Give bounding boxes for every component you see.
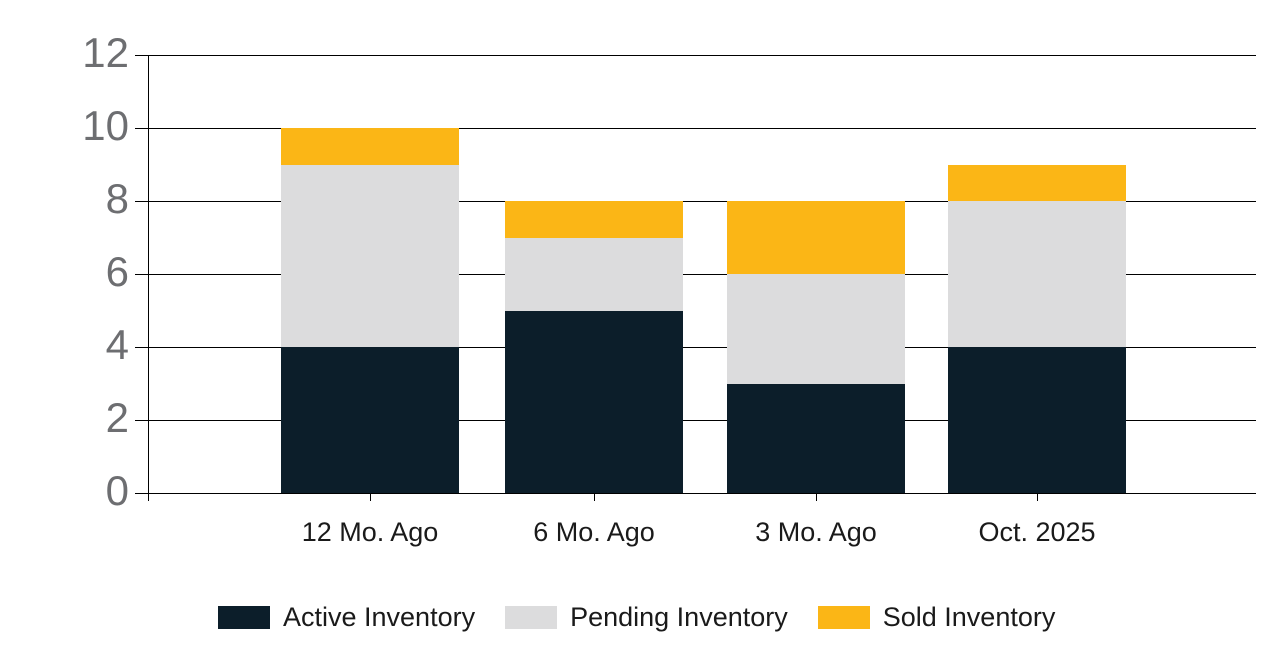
x-axis-label-6-mo-ago: 6 Mo. Ago <box>533 517 655 547</box>
y-axis-label: 2 <box>105 394 129 441</box>
y-axis-tick <box>135 54 148 56</box>
x-axis-tick <box>594 493 595 501</box>
bar-segment-active-inventory <box>281 347 459 493</box>
x-axis-label-3-mo-ago: 3 Mo. Ago <box>755 517 877 547</box>
y-axis-label: 4 <box>105 321 129 368</box>
y-axis-tick <box>135 273 148 275</box>
bar-segment-active-inventory <box>948 347 1126 493</box>
bar-segment-active-inventory <box>505 310 683 493</box>
legend-item-pending-inventory: Pending Inventory <box>505 601 788 633</box>
y-grid-line <box>148 127 1256 129</box>
y-grid-line <box>148 492 1256 494</box>
y-grid-line <box>148 419 1256 421</box>
y-axis-line <box>148 55 149 501</box>
bar-segment-pending-inventory <box>727 274 905 384</box>
y-axis-tick <box>135 346 148 348</box>
y-axis-label: 6 <box>105 248 129 295</box>
y-axis-tick <box>135 492 148 494</box>
y-axis-tick <box>135 127 148 129</box>
y-grid-line <box>148 54 1256 56</box>
bar-segment-sold-inventory <box>281 128 459 165</box>
legend-item-sold-inventory: Sold Inventory <box>817 601 1056 633</box>
bar-segment-sold-inventory <box>948 164 1126 201</box>
bar-segment-active-inventory <box>727 383 905 493</box>
bar-segment-pending-inventory <box>505 237 683 311</box>
y-axis-label: 12 <box>82 29 129 76</box>
y-axis-label: 10 <box>82 102 129 149</box>
x-axis-tick <box>816 493 817 501</box>
y-grid-line <box>148 200 1256 202</box>
bar-segment-pending-inventory <box>948 201 1126 347</box>
legend-label-sold-inventory: Sold Inventory <box>882 602 1056 632</box>
x-axis-tick <box>1037 493 1038 501</box>
legend-swatch-active-inventory <box>218 605 270 629</box>
bar-segment-sold-inventory <box>505 201 683 238</box>
legend-swatch-sold-inventory <box>817 605 870 629</box>
legend-item-active-inventory: Active Inventory <box>218 601 475 633</box>
y-axis-label: 8 <box>105 175 129 222</box>
y-axis-tick <box>135 419 148 421</box>
bar-segment-sold-inventory <box>727 201 905 274</box>
x-axis-label-oct-2025: Oct. 2025 <box>978 517 1096 547</box>
y-grid-line <box>148 273 1256 275</box>
x-axis-label-12-mo-ago: 12 Mo. Ago <box>301 517 439 547</box>
legend-label-pending-inventory: Pending Inventory <box>570 602 788 632</box>
legend-swatch-pending-inventory <box>505 605 558 629</box>
x-axis-tick <box>370 493 371 501</box>
y-grid-line <box>148 346 1256 348</box>
y-axis-label: 0 <box>105 467 129 514</box>
legend-label-active-inventory: Active Inventory <box>283 602 476 632</box>
y-axis-tick <box>135 200 148 202</box>
bar-segment-pending-inventory <box>281 164 459 347</box>
legend: Active Inventory Pending Inventory Sold In… <box>218 601 1055 633</box>
